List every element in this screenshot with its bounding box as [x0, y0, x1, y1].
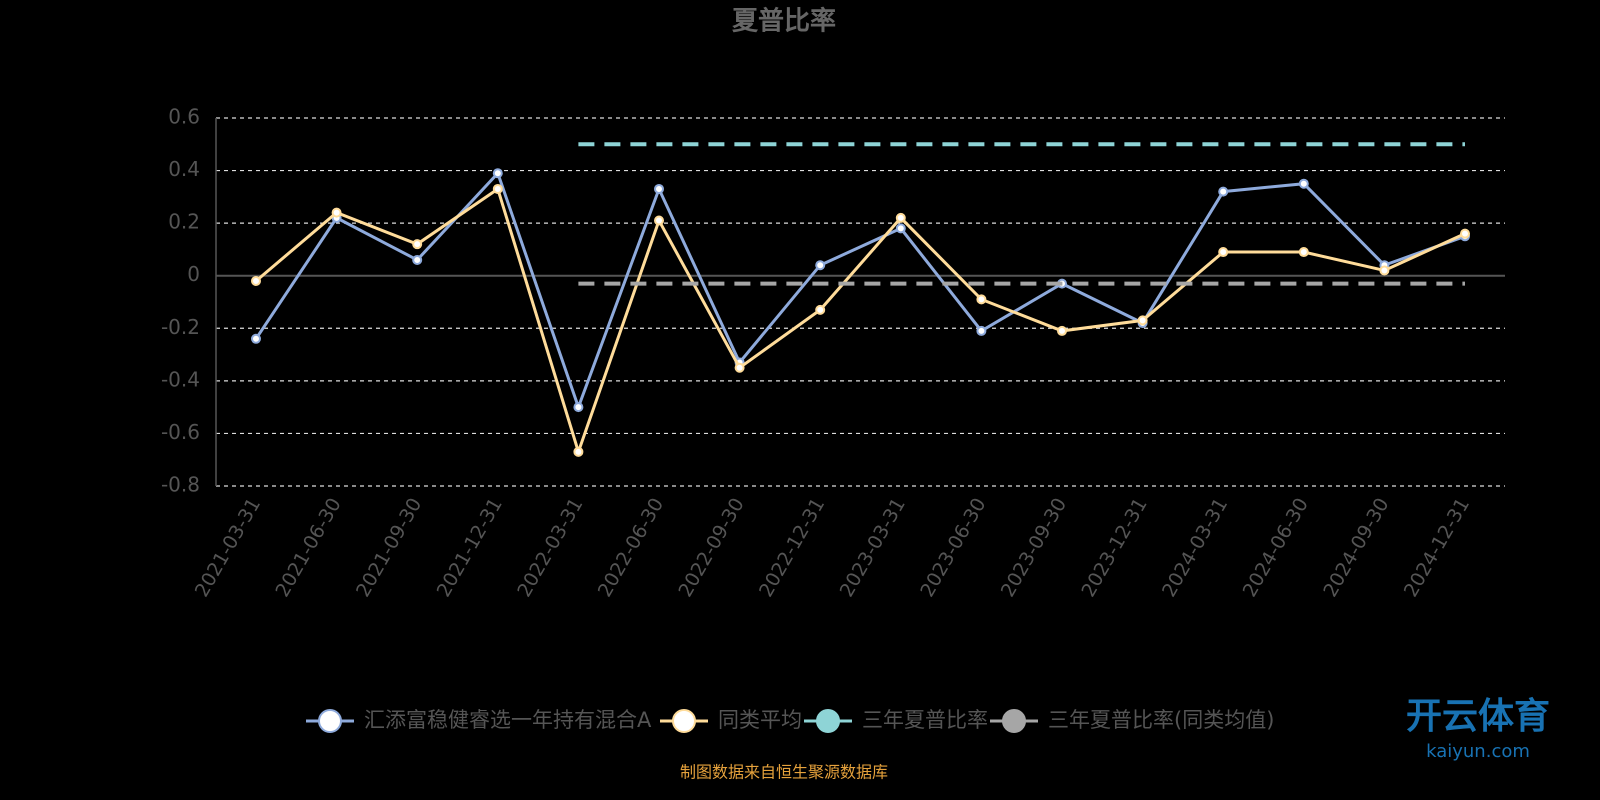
- y-tick-label: -0.6: [161, 420, 200, 444]
- data-point: [654, 183, 664, 194]
- data-point: [251, 333, 261, 344]
- legend-label: 三年夏普比率(同类均值): [1048, 708, 1274, 732]
- x-tick-label: 2021-09-30: [352, 494, 426, 601]
- data-point: [654, 215, 664, 226]
- x-tick-label: 2022-12-31: [755, 494, 829, 601]
- data-point: [734, 362, 745, 373]
- x-tick-label: 2024-12-31: [1400, 494, 1474, 601]
- y-tick-label: 0.4: [168, 157, 200, 181]
- watermark-url: kaiyun.com: [1426, 741, 1530, 762]
- chart-title: 夏普比率: [732, 6, 836, 37]
- series-line: [255, 186, 1466, 457]
- data-point: [492, 183, 503, 194]
- data-point: [251, 275, 261, 286]
- legend-swatch: [318, 709, 342, 733]
- data-point: [976, 325, 987, 336]
- data-point: [412, 254, 423, 265]
- y-tick-label: -0.2: [161, 315, 200, 339]
- data-point: [815, 304, 826, 315]
- data-point: [1218, 186, 1229, 197]
- legend-item: 汇添富稳健睿选一年持有混合A: [306, 708, 652, 733]
- y-tick-label: -0.8: [161, 473, 200, 497]
- legend-item: 三年夏普比率(同类均值): [990, 708, 1274, 733]
- series-line: [254, 170, 1466, 412]
- legend-item: 同类平均: [660, 708, 802, 733]
- x-tick-label: 2024-03-31: [1158, 494, 1232, 601]
- data-point: [1298, 247, 1309, 258]
- y-tick-label: 0: [187, 262, 200, 286]
- x-tick-label: 2024-06-30: [1239, 494, 1313, 601]
- x-tick-label: 2023-06-30: [916, 494, 990, 601]
- x-tick-label: 2022-06-30: [594, 494, 668, 601]
- y-tick-label: -0.4: [161, 367, 200, 391]
- data-point: [1298, 178, 1309, 189]
- data-point: [976, 294, 987, 305]
- legend-swatch: [816, 709, 840, 733]
- data-point: [492, 168, 503, 179]
- x-tick-label: 2023-09-30: [997, 494, 1071, 601]
- data-point: [1137, 315, 1148, 326]
- x-tick-label: 2023-03-31: [836, 494, 910, 601]
- data-point: [412, 239, 423, 250]
- data-point: [573, 402, 584, 413]
- x-tick-label: 2021-03-31: [191, 494, 265, 601]
- x-tick-label: 2021-06-30: [271, 494, 345, 601]
- legend-swatch: [672, 709, 696, 733]
- legend: 汇添富稳健睿选一年持有混合A 同类平均 三年夏普比率 三年夏普比率(同类均值): [306, 708, 1274, 733]
- data-point: [1379, 265, 1390, 276]
- y-tick-label: 0.6: [168, 105, 200, 129]
- data-point: [331, 207, 342, 218]
- x-tick-label: 2023-12-31: [1077, 494, 1151, 601]
- x-tick-label: 2022-03-31: [513, 494, 587, 601]
- data-point: [1057, 325, 1067, 336]
- data-point: [573, 446, 584, 457]
- y-tick-label: 0.2: [168, 210, 200, 234]
- x-tick-label: 2024-09-30: [1319, 494, 1393, 601]
- data-point: [1218, 247, 1229, 258]
- legend-label: 汇添富稳健睿选一年持有混合A: [364, 708, 652, 732]
- legend-swatch: [1002, 709, 1026, 733]
- data-point: [1460, 228, 1470, 239]
- watermark: 开云体育: [1406, 696, 1550, 737]
- data-point: [895, 223, 906, 234]
- legend-item: 三年夏普比率: [804, 708, 988, 733]
- data-point: [815, 260, 826, 271]
- x-tick-label: 2021-12-31: [433, 494, 507, 601]
- data-point: [895, 212, 906, 223]
- x-tick-label: 2022-09-30: [674, 494, 748, 601]
- legend-label: 三年夏普比率: [862, 708, 988, 732]
- legend-label: 同类平均: [718, 708, 802, 732]
- source-note: 制图数据来自恒生聚源数据库: [680, 763, 888, 782]
